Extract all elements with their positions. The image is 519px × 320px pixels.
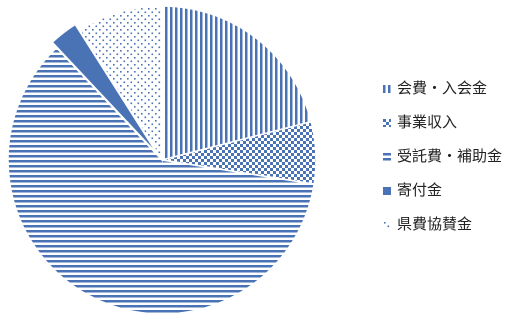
legend-swatch (383, 186, 391, 195)
legend-item: 県費協賛金 (383, 216, 502, 233)
legend-label: 受託費・補助金 (397, 147, 503, 165)
pie-slice (51, 23, 159, 155)
legend-item: 事業収入 (383, 114, 502, 131)
legend-item: 会費・入会金 (383, 80, 502, 97)
pie-slice (7, 46, 315, 315)
legend-label: 会費・入会金 (397, 79, 488, 97)
legend-item: 受託費・補助金 (383, 148, 502, 165)
pie-slices (7, 5, 317, 315)
legend-label: 事業収入 (397, 113, 458, 131)
legend-swatch (383, 118, 391, 127)
legend-label: 県費協賛金 (397, 215, 473, 233)
legend-label: 寄付金 (397, 181, 443, 199)
pie-slice (78, 5, 163, 163)
legend-swatch (383, 220, 391, 229)
legend: 会費・入会金 事業収入受託費・補助金 寄付金県費協賛金 (383, 80, 502, 250)
legend-swatch (383, 84, 391, 93)
legend-swatch (383, 152, 391, 161)
legend-item: 寄付金 (383, 182, 502, 199)
pie-slice (161, 5, 313, 161)
